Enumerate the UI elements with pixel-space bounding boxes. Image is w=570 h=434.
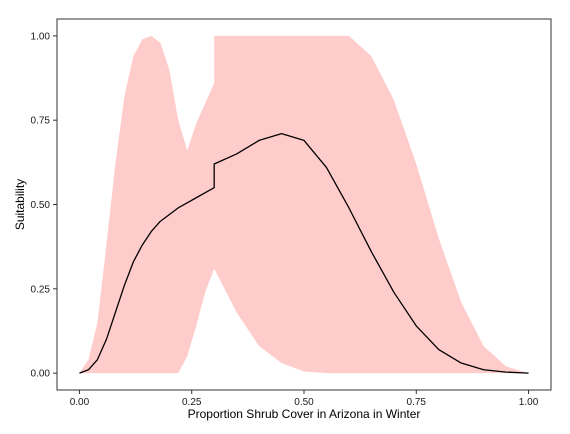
confidence-band-layer [79,35,529,374]
x-axis-title: Proportion Shrub Cover in Arizona in Win… [188,407,421,421]
y-tick-label: 0.25 [31,284,51,295]
y-tick-label: 1.00 [31,31,51,42]
suitability-line-layer [79,133,529,374]
y-axis-title: Suitability [13,179,27,230]
y-tick-label: 0.00 [31,369,51,380]
suitability-line [79,133,529,374]
x-tick-label: 0.50 [294,397,314,408]
x-tick-label: 1.00 [519,397,539,408]
x-axis: 0.00 0.25 0.50 0.75 1.00 [70,390,539,408]
y-tick-label: 0.75 [31,116,51,127]
x-tick-label: 0.25 [182,397,202,408]
y-tick-label: 0.50 [31,200,51,211]
y-axis: 0.00 0.25 0.50 0.75 1.00 [31,31,57,380]
confidence-band [79,35,529,374]
x-tick-label: 0.75 [407,397,427,408]
x-tick-label: 0.00 [70,397,90,408]
